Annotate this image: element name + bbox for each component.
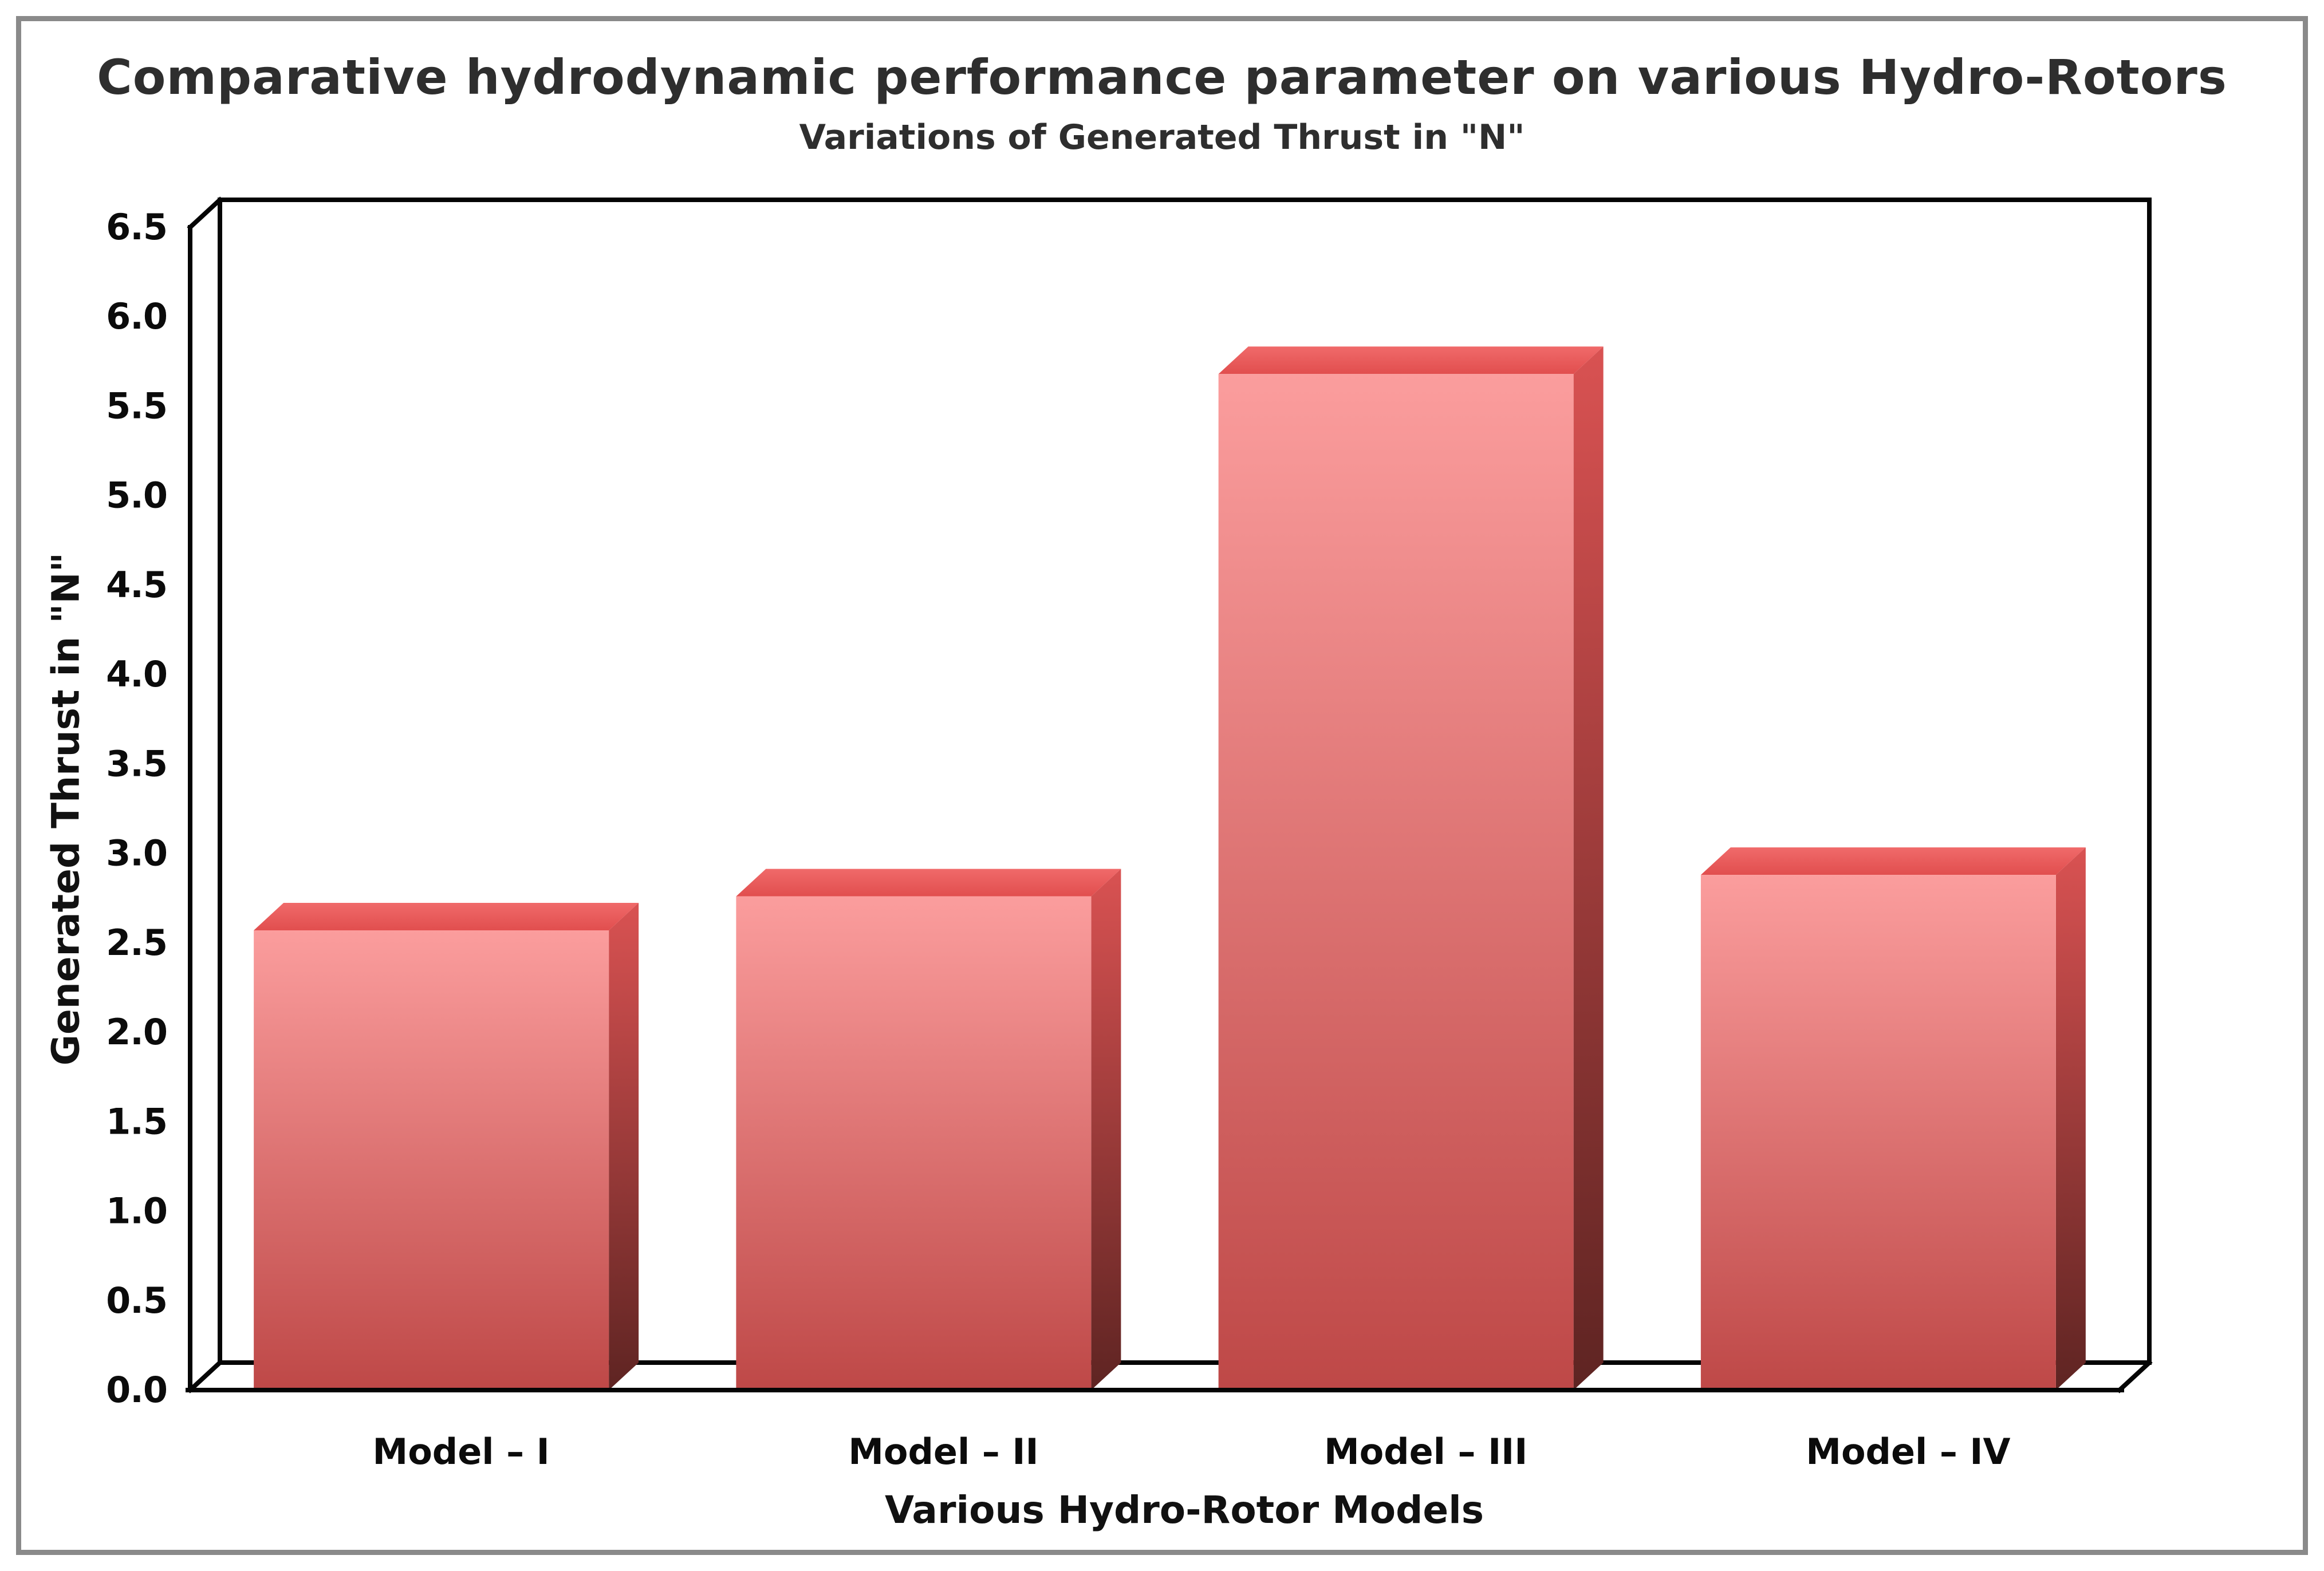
y-tick-label: 5.0 [106, 475, 167, 516]
bar-2-top-face [736, 869, 1121, 897]
x-tick-label: Model – III [1324, 1431, 1527, 1473]
y-tick-label: 0.5 [106, 1280, 167, 1321]
y-tick-label: 3.5 [106, 743, 167, 784]
y-tick-label: 1.5 [106, 1100, 167, 1142]
bar-4-top-face [1700, 847, 2086, 875]
y-tick-label: 2.5 [106, 922, 167, 964]
chart-subtitle: Variations of Generated Thrust in "N" [799, 117, 1525, 157]
bar-2-front-face [736, 896, 1092, 1390]
y-tick-label: 3.0 [106, 832, 167, 874]
y-tick-label: 6.0 [106, 295, 167, 337]
y-tick-label: 2.0 [106, 1011, 167, 1053]
x-tick-label: Model – I [373, 1431, 550, 1473]
depth-edge-bottom-right [2116, 1359, 2153, 1394]
x-tick-label: Model – II [848, 1431, 1038, 1473]
bar-3-top-face [1218, 346, 1604, 374]
bar-1-top-face [254, 902, 639, 930]
page-border [16, 16, 2308, 1555]
bar-3-side-face [1573, 346, 1604, 1390]
bar-1-side-face [609, 902, 639, 1390]
depth-edge-bottom-left [187, 1359, 223, 1394]
bar-4-front-face [1700, 875, 2056, 1390]
y-tick-label: 5.5 [106, 385, 167, 427]
y-tick-label: 4.5 [106, 564, 167, 606]
bar-1-front-face [254, 930, 609, 1390]
y-tick-label: 1.0 [106, 1190, 167, 1232]
x-tick-label: Model – IV [1806, 1431, 2010, 1473]
chart-title: Comparative hydrodynamic performance par… [97, 49, 2227, 105]
bar-2-side-face [1091, 869, 1121, 1390]
x-axis-title: Various Hydro-Rotor Models [884, 1488, 1484, 1532]
depth-edge-top-left [187, 196, 223, 231]
y-tick-label: 4.0 [106, 653, 167, 695]
y-tick-label: 6.5 [106, 206, 167, 248]
bar-3-front-face [1218, 374, 1574, 1390]
bar-4-side-face [2055, 847, 2086, 1390]
y-tick-label: 0.0 [106, 1369, 167, 1411]
